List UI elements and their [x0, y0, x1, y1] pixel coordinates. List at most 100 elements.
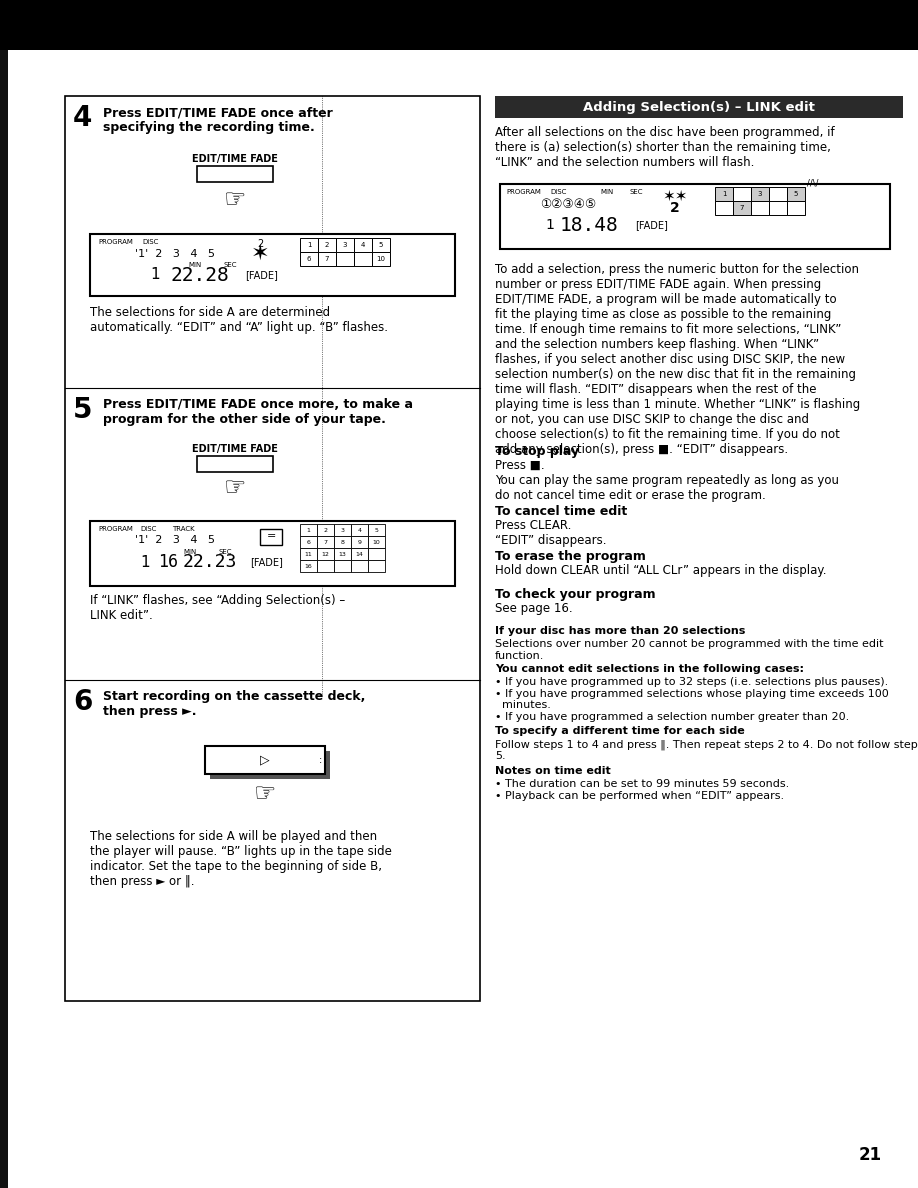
Text: If “LINK” flashes, see “Adding Selection(s) –
LINK edit”.: If “LINK” flashes, see “Adding Selection…: [90, 594, 345, 623]
Text: 10: 10: [373, 539, 380, 544]
Text: EDIT/TIME FADE: EDIT/TIME FADE: [192, 154, 278, 164]
Bar: [751, 201, 769, 215]
Bar: [372, 252, 390, 266]
Text: Hold down CLEAR until “ALL CLr” appears in the display.: Hold down CLEAR until “ALL CLr” appears …: [495, 564, 826, 577]
Bar: [300, 252, 318, 266]
Bar: [787, 201, 805, 215]
Bar: [336, 238, 354, 252]
Bar: [351, 536, 368, 548]
Text: '1'  2   3   4   5: '1' 2 3 4 5: [135, 249, 215, 259]
Text: [FADE]: [FADE]: [635, 220, 668, 230]
Bar: [787, 187, 805, 201]
Bar: [336, 252, 354, 266]
Bar: [300, 524, 317, 536]
Bar: [354, 238, 372, 252]
Bar: [733, 187, 751, 201]
Text: 4: 4: [73, 105, 93, 132]
Bar: [0, 0, 8, 1188]
Text: [FADE]: [FADE]: [245, 270, 278, 280]
Bar: [751, 187, 769, 201]
Text: Press ■.
You can play the same program repeatedly as long as you
do not cancel t: Press ■. You can play the same program r…: [495, 459, 839, 503]
Text: 2: 2: [257, 239, 263, 249]
Text: 12: 12: [321, 551, 330, 556]
Bar: [317, 560, 334, 571]
Bar: [90, 522, 455, 586]
Text: ✶: ✶: [251, 244, 269, 264]
Text: Adding Selection(s) – LINK edit: Adding Selection(s) – LINK edit: [583, 101, 815, 114]
Text: 2: 2: [323, 527, 328, 532]
Text: After all selections on the disc have been programmed, if
there is (a) selection: After all selections on the disc have be…: [495, 126, 834, 169]
Text: 14: 14: [355, 551, 364, 556]
Text: Notes on time edit: Notes on time edit: [495, 766, 610, 776]
Text: To cancel time edit: To cancel time edit: [495, 505, 627, 518]
Bar: [354, 252, 372, 266]
Bar: [65, 96, 480, 1001]
Text: Start recording on the cassette deck,
then press ►.: Start recording on the cassette deck, th…: [103, 690, 365, 718]
Text: SEC: SEC: [630, 189, 644, 195]
Text: 6: 6: [73, 688, 93, 716]
Text: ①②③④⑤: ①②③④⑤: [540, 198, 597, 211]
Text: =: =: [266, 531, 275, 541]
Bar: [495, 96, 903, 118]
Text: 1: 1: [307, 527, 310, 532]
Bar: [351, 524, 368, 536]
Bar: [300, 536, 317, 548]
Text: PROGRAM: PROGRAM: [98, 526, 133, 532]
Text: MIN: MIN: [184, 549, 196, 555]
Text: PROGRAM: PROGRAM: [506, 189, 541, 195]
Text: Press CLEAR.
“EDIT” disappears.: Press CLEAR. “EDIT” disappears.: [495, 519, 607, 546]
Text: 5: 5: [794, 191, 798, 197]
Text: DISC: DISC: [142, 239, 159, 245]
Bar: [317, 548, 334, 560]
Text: 3: 3: [757, 191, 762, 197]
Bar: [318, 252, 336, 266]
Text: 1: 1: [307, 242, 311, 248]
Text: 1: 1: [140, 555, 150, 570]
Bar: [260, 529, 282, 545]
Bar: [317, 524, 334, 536]
Text: DISC: DISC: [550, 189, 566, 195]
Text: The selections for side A are determined
automatically. “EDIT” and “A” light up.: The selections for side A are determined…: [90, 307, 388, 334]
Text: 13: 13: [339, 551, 346, 556]
Text: • If you have programmed up to 32 steps (i.e. selections plus pauses).
• If you : • If you have programmed up to 32 steps …: [495, 677, 889, 722]
Text: 18.48: 18.48: [560, 216, 619, 235]
Text: TRACK: TRACK: [172, 526, 195, 532]
Bar: [500, 184, 890, 249]
Bar: [334, 524, 351, 536]
Text: [FADE]: [FADE]: [250, 557, 283, 567]
Bar: [205, 746, 325, 775]
Text: 2: 2: [670, 201, 680, 215]
Text: 4: 4: [361, 242, 365, 248]
Text: DISC: DISC: [140, 526, 156, 532]
Text: Selections over number 20 cannot be programmed with the time edit
function.: Selections over number 20 cannot be prog…: [495, 639, 883, 661]
Text: To check your program: To check your program: [495, 588, 655, 601]
Text: 16: 16: [305, 563, 312, 569]
Text: ☞: ☞: [253, 782, 276, 805]
Bar: [334, 536, 351, 548]
Bar: [197, 166, 273, 182]
Text: 7: 7: [325, 255, 330, 263]
Text: 5: 5: [375, 527, 378, 532]
Text: MIN: MIN: [188, 263, 202, 268]
Bar: [368, 536, 385, 548]
Bar: [300, 238, 318, 252]
Text: 5: 5: [379, 242, 383, 248]
Text: You cannot edit selections in the following cases:: You cannot edit selections in the follow…: [495, 664, 804, 674]
Text: See page 16.: See page 16.: [495, 602, 573, 615]
Bar: [351, 548, 368, 560]
Bar: [300, 560, 317, 571]
Text: ▷: ▷: [260, 753, 270, 766]
Text: 7: 7: [740, 206, 744, 211]
Bar: [368, 560, 385, 571]
Bar: [334, 548, 351, 560]
Text: • The duration can be set to 99 minutes 59 seconds.
• Playback can be performed : • The duration can be set to 99 minutes …: [495, 779, 789, 801]
Bar: [90, 234, 455, 296]
Bar: [334, 560, 351, 571]
Text: Press EDIT/TIME FADE once after
specifying the recording time.: Press EDIT/TIME FADE once after specifyi…: [103, 106, 332, 134]
Text: SEC: SEC: [218, 549, 231, 555]
Text: The selections for side A will be played and then
the player will pause. “B” lig: The selections for side A will be played…: [90, 830, 392, 887]
Bar: [733, 201, 751, 215]
Text: 7: 7: [323, 539, 328, 544]
Text: 6: 6: [307, 539, 310, 544]
Text: ☞: ☞: [224, 188, 246, 211]
